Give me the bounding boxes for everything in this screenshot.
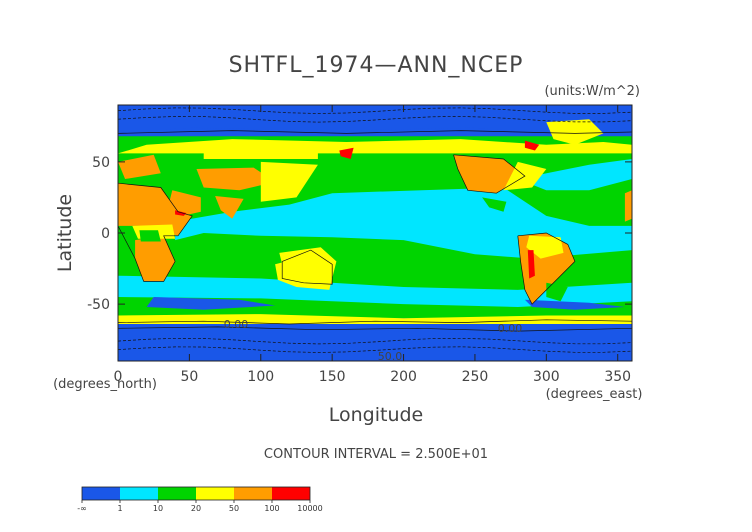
field-region-southern-africa (135, 235, 176, 282)
field-region-patagonia-coast (546, 282, 568, 302)
x-tick-label: 0 (114, 369, 123, 385)
contour-line (281, 249, 333, 285)
field-region-andes-hot (527, 250, 535, 279)
contour-line-dashed (118, 346, 632, 353)
x-tick-label: 200 (390, 369, 417, 385)
contour-line (118, 182, 193, 282)
colorbar-tick-label: 10 (153, 504, 163, 513)
y-tick-label: 50 (92, 155, 110, 171)
colorbar-tick-label: 100 (264, 504, 279, 513)
colorbar-swatch (120, 487, 158, 500)
colorbar-swatch (82, 487, 120, 500)
field-region-north-africa (118, 183, 193, 236)
x-tick-label: 250 (462, 369, 489, 385)
field-region-amazon (526, 235, 564, 259)
plot-area (118, 105, 632, 361)
contour-line-dashed (118, 107, 632, 114)
contour-line (517, 232, 576, 305)
contour-line-dashed (118, 337, 632, 345)
x-tick-label: 300 (533, 369, 560, 385)
colorbar-swatch (196, 487, 234, 500)
contour-line (118, 326, 632, 332)
field-region-southern-ocean-blob (524, 299, 625, 310)
field-region-siberia (203, 144, 318, 159)
field-region-southern-band-1-10 (118, 275, 632, 307)
x-tick-label: 100 (247, 369, 274, 385)
contour-interval-text: CONTOUR INTERVAL = 2.500E+01 (264, 447, 488, 462)
x-unit-note: (degrees_east) (546, 387, 643, 402)
colorbar-swatch (234, 487, 272, 500)
colorbar-tick-label: 10000 (297, 504, 322, 513)
y-tick-label: -50 (87, 297, 110, 313)
colorbar-tick-label: -∞ (77, 504, 87, 513)
contour-label: 0.00 (224, 318, 249, 331)
field-region-kamchatka-hot (339, 147, 354, 159)
field-region-east-africa-strip (624, 190, 632, 222)
contour-line-dashed (118, 116, 632, 123)
colorbar-swatch (272, 487, 310, 500)
field-region-india (215, 196, 244, 219)
colorbar-swatch (158, 487, 196, 500)
field-region-congo-basin (139, 230, 161, 242)
contour-line (118, 130, 632, 134)
colorbar: -∞ 1 10 20 50 100 10000 (77, 486, 323, 513)
y-tick-label: 0 (101, 226, 110, 242)
colorbar-tick-label: 50 (229, 504, 239, 513)
field-region-central-asia (196, 167, 276, 191)
field-region-greenland (546, 119, 604, 145)
x-tick-label: 50 (180, 369, 198, 385)
chart-title: SHTFL_1974—ANN_NCEP (229, 53, 524, 78)
field-region-antarctic-band (118, 326, 632, 361)
contour-label: 0.00 (498, 322, 523, 335)
field-region-mexico (482, 197, 507, 212)
units-label: (units:W/m^2) (544, 84, 640, 99)
contour-line (453, 154, 526, 194)
contour-label: 50.0 (378, 350, 403, 363)
field-region-east-asia (260, 161, 318, 202)
field-region-arabia (169, 190, 201, 216)
field-region-alaska-hot (524, 140, 540, 151)
colorbar-tick-label: 1 (117, 504, 122, 513)
x-tick-label: 150 (319, 369, 346, 385)
x-axis-label: Longitude (329, 404, 424, 426)
colorbar-tick-label: 20 (191, 504, 201, 513)
y-unit-note: (degrees_north) (53, 377, 157, 392)
contour-line (118, 319, 632, 325)
field-region-tropical-band-1-10 (175, 187, 632, 259)
field-region-southern-ocean-blob (146, 297, 276, 310)
field-region-arctic-band (118, 105, 632, 134)
x-tick-label: 350 (604, 369, 631, 385)
y-axis-label: Latitude (54, 194, 76, 272)
field-region-west-europe (118, 154, 161, 179)
field-region-north-atlantic-band (517, 159, 632, 191)
